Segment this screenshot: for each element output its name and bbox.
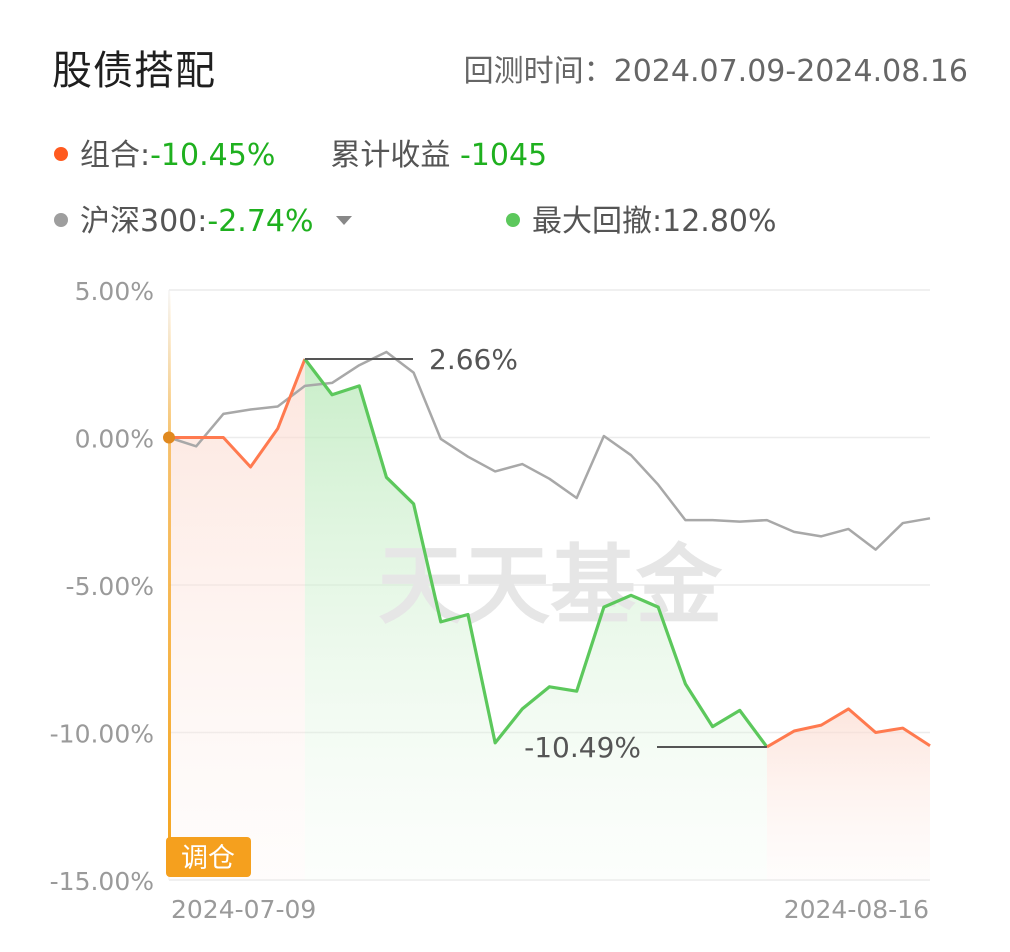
portfolio-line[interactable] [766,707,931,749]
rebalance-marker-line [168,290,171,840]
drawdown-label: 最大回撤: [532,204,663,239]
period-value: 2024.07.09-2024.08.16 [613,54,968,89]
period-label: 回测时间： [463,54,614,89]
peak-annotation-label: 2.66% [429,343,518,376]
benchmark-label: 沪深300: [80,204,208,239]
trough-annotation-label: -10.49% [524,731,641,764]
page-title: 股债搭配 [52,48,216,94]
portfolio-label: 组合: [80,138,151,173]
chevron-down-icon[interactable] [335,216,352,225]
cumulative-value: -1045 [459,138,548,173]
drawdown-dot-icon [506,212,520,227]
line-layer [163,350,931,749]
backtest-period: 回测时间：2024.07.09-2024.08.16 [464,46,968,90]
benchmark-dot-icon [54,212,68,227]
rebalance-tag-label[interactable]: 调仓 [181,843,235,874]
drawdown-line[interactable] [303,358,769,748]
legend-drawdown-row: 最大回撤:12.80% [506,196,777,240]
portfolio-dot-icon [54,146,68,161]
legend-portfolio-row: 组合:-10.45% 累计收益 -1045 [54,130,547,174]
rebalance-tag-box[interactable] [166,837,251,877]
portfolio-line[interactable] [169,358,307,469]
x-tick-label: 2024-07-09 [171,895,316,924]
annotation-layer: 2.66% -10.49% [304,343,767,764]
rebalance-tag[interactable]: 调仓 [166,837,251,877]
y-tick-label: 0.00% [75,425,154,454]
drawdown-area-fill [304,359,767,880]
start-point-dot [163,431,175,444]
x-tick-label: 2024-08-16 [784,895,929,924]
benchmark-selector[interactable]: 沪深300:-2.74% [54,196,352,240]
cumulative-label: 累计收益 [330,138,451,173]
y-tick-label: -5.00% [66,572,154,601]
portfolio-area-fill [766,708,930,880]
y-tick-label: -15.00% [50,867,154,896]
y-tick-label: -10.00% [50,720,154,749]
watermark: 天天基金 [378,535,723,636]
benchmark-line[interactable] [168,350,931,551]
benchmark-value: -2.74% [207,204,314,239]
portfolio-value: -10.45% [150,138,276,173]
portfolio-area-fill [169,359,305,880]
y-tick-label: 5.00% [75,277,154,306]
tick-layer: 5.00% 0.00% -5.00% -10.00% -15.00% 2024-07-09… [50,277,929,924]
area-fill-layer [168,290,930,880]
drawdown-value: 12.80% [662,204,777,239]
